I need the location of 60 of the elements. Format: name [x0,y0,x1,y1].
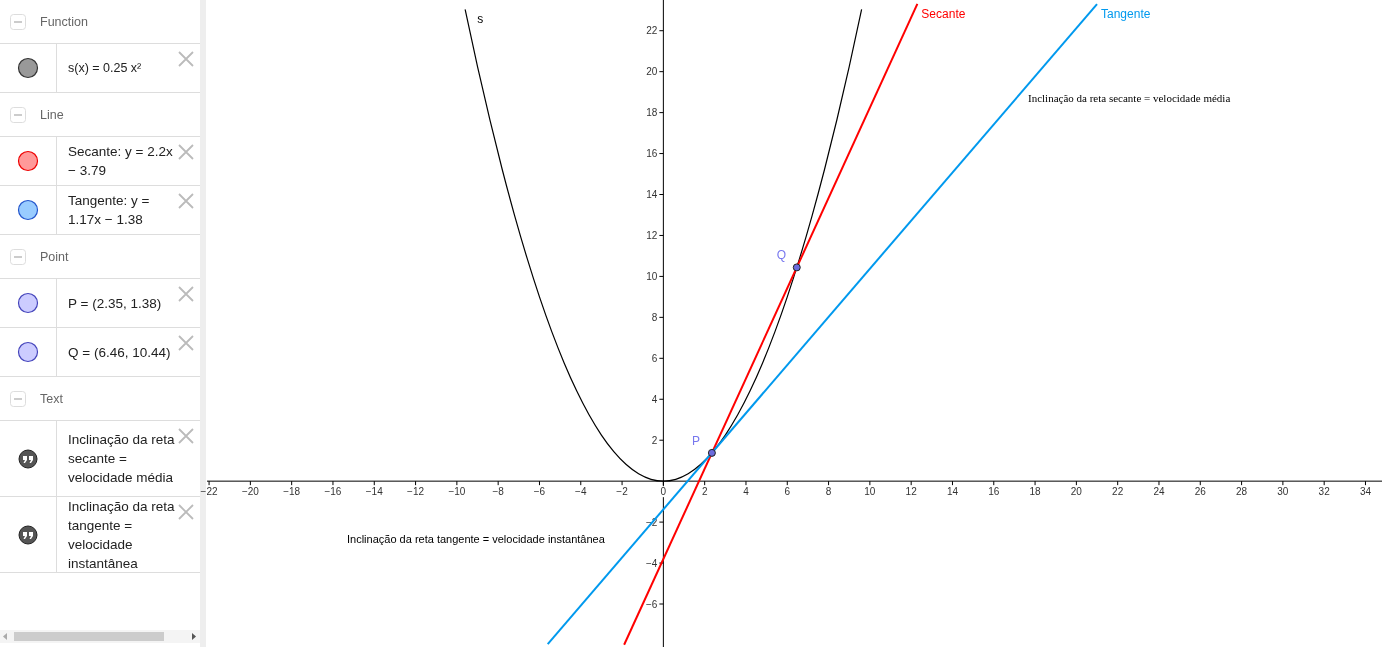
series-label: s [477,12,484,27]
x-tick-label: −12 [407,486,425,498]
text: Secante: y = 2.2x − 3.79 [67,143,174,180]
x-tick-label: −20 [241,486,260,498]
x-tick-label: −16 [324,486,342,498]
text: Tangente: y = 1.17x − 1.38 [67,192,151,229]
y-tick-label: −4 [645,557,658,569]
y-tick-label: 4 [651,393,658,405]
series-label: P [691,433,700,448]
text: Q = (6.46, 10.44) [67,343,172,362]
y-tick-label: 2 [651,434,658,446]
x-tick-label: 34 [1359,486,1372,498]
y-tick-label: 12 [646,229,658,241]
text: s(x) = 0.25 x² [67,59,143,77]
annotation: Inclinação da reta tangente = velocidade instantânea [347,533,606,545]
x-tick-label: 14 [946,486,959,498]
y-tick-label: 6 [651,352,658,364]
x-tick-label: 0 [660,486,667,498]
x-tick-label: 24 [1153,486,1165,498]
x-tick-label: 8 [825,486,832,498]
text: Inclinação da reta secante = velocidade média [67,431,176,487]
text: Text [40,391,63,406]
x-tick-label: 12 [905,486,918,498]
y-tick-label: 20 [646,66,658,78]
x-tick-label: −8 [492,486,505,498]
x-tick-label: 6 [784,486,791,498]
y-tick-label: 22 [646,25,658,37]
series-label: Secante [921,6,966,21]
x-tick-label: −18 [283,486,301,498]
text: Inclinação da reta tangente = velocidade instantânea [67,497,176,572]
y-tick-label: 8 [651,311,658,323]
x-tick-label: 2 [701,486,708,498]
x-tick-label: 28 [1236,486,1248,498]
y-tick-label: 18 [646,107,658,119]
y-tick-label: 14 [646,189,658,201]
text: P = (2.35, 1.38) [67,294,163,313]
x-tick-label: −22 [200,486,218,498]
y-tick-label: 16 [646,148,658,160]
x-tick-label: −6 [533,486,546,498]
x-tick-label: −10 [448,486,466,498]
x-tick-label: 16 [988,486,1000,498]
x-tick-label: 30 [1277,486,1289,498]
series-label: Q [776,248,787,263]
x-tick-label: 18 [1029,486,1042,498]
text: Line [40,107,64,122]
x-tick-label: 32 [1318,486,1331,498]
text: Function [40,14,88,29]
y-tick-label: −6 [645,598,658,610]
y-tick-label: 10 [646,270,658,282]
annotation: Inclinação da reta secante = velocidade média [1028,92,1231,104]
x-tick-label: 4 [743,486,750,498]
x-tick-label: −4 [575,486,587,498]
x-tick-label: 26 [1194,486,1207,498]
x-tick-label: 20 [1070,486,1083,498]
x-tick-label: 10 [864,486,876,498]
text: Point [40,249,69,264]
x-tick-label: −14 [365,486,384,498]
series-label: Tangente [1101,7,1151,22]
x-tick-label: −2 [616,486,629,498]
x-tick-label: 22 [1112,486,1124,498]
